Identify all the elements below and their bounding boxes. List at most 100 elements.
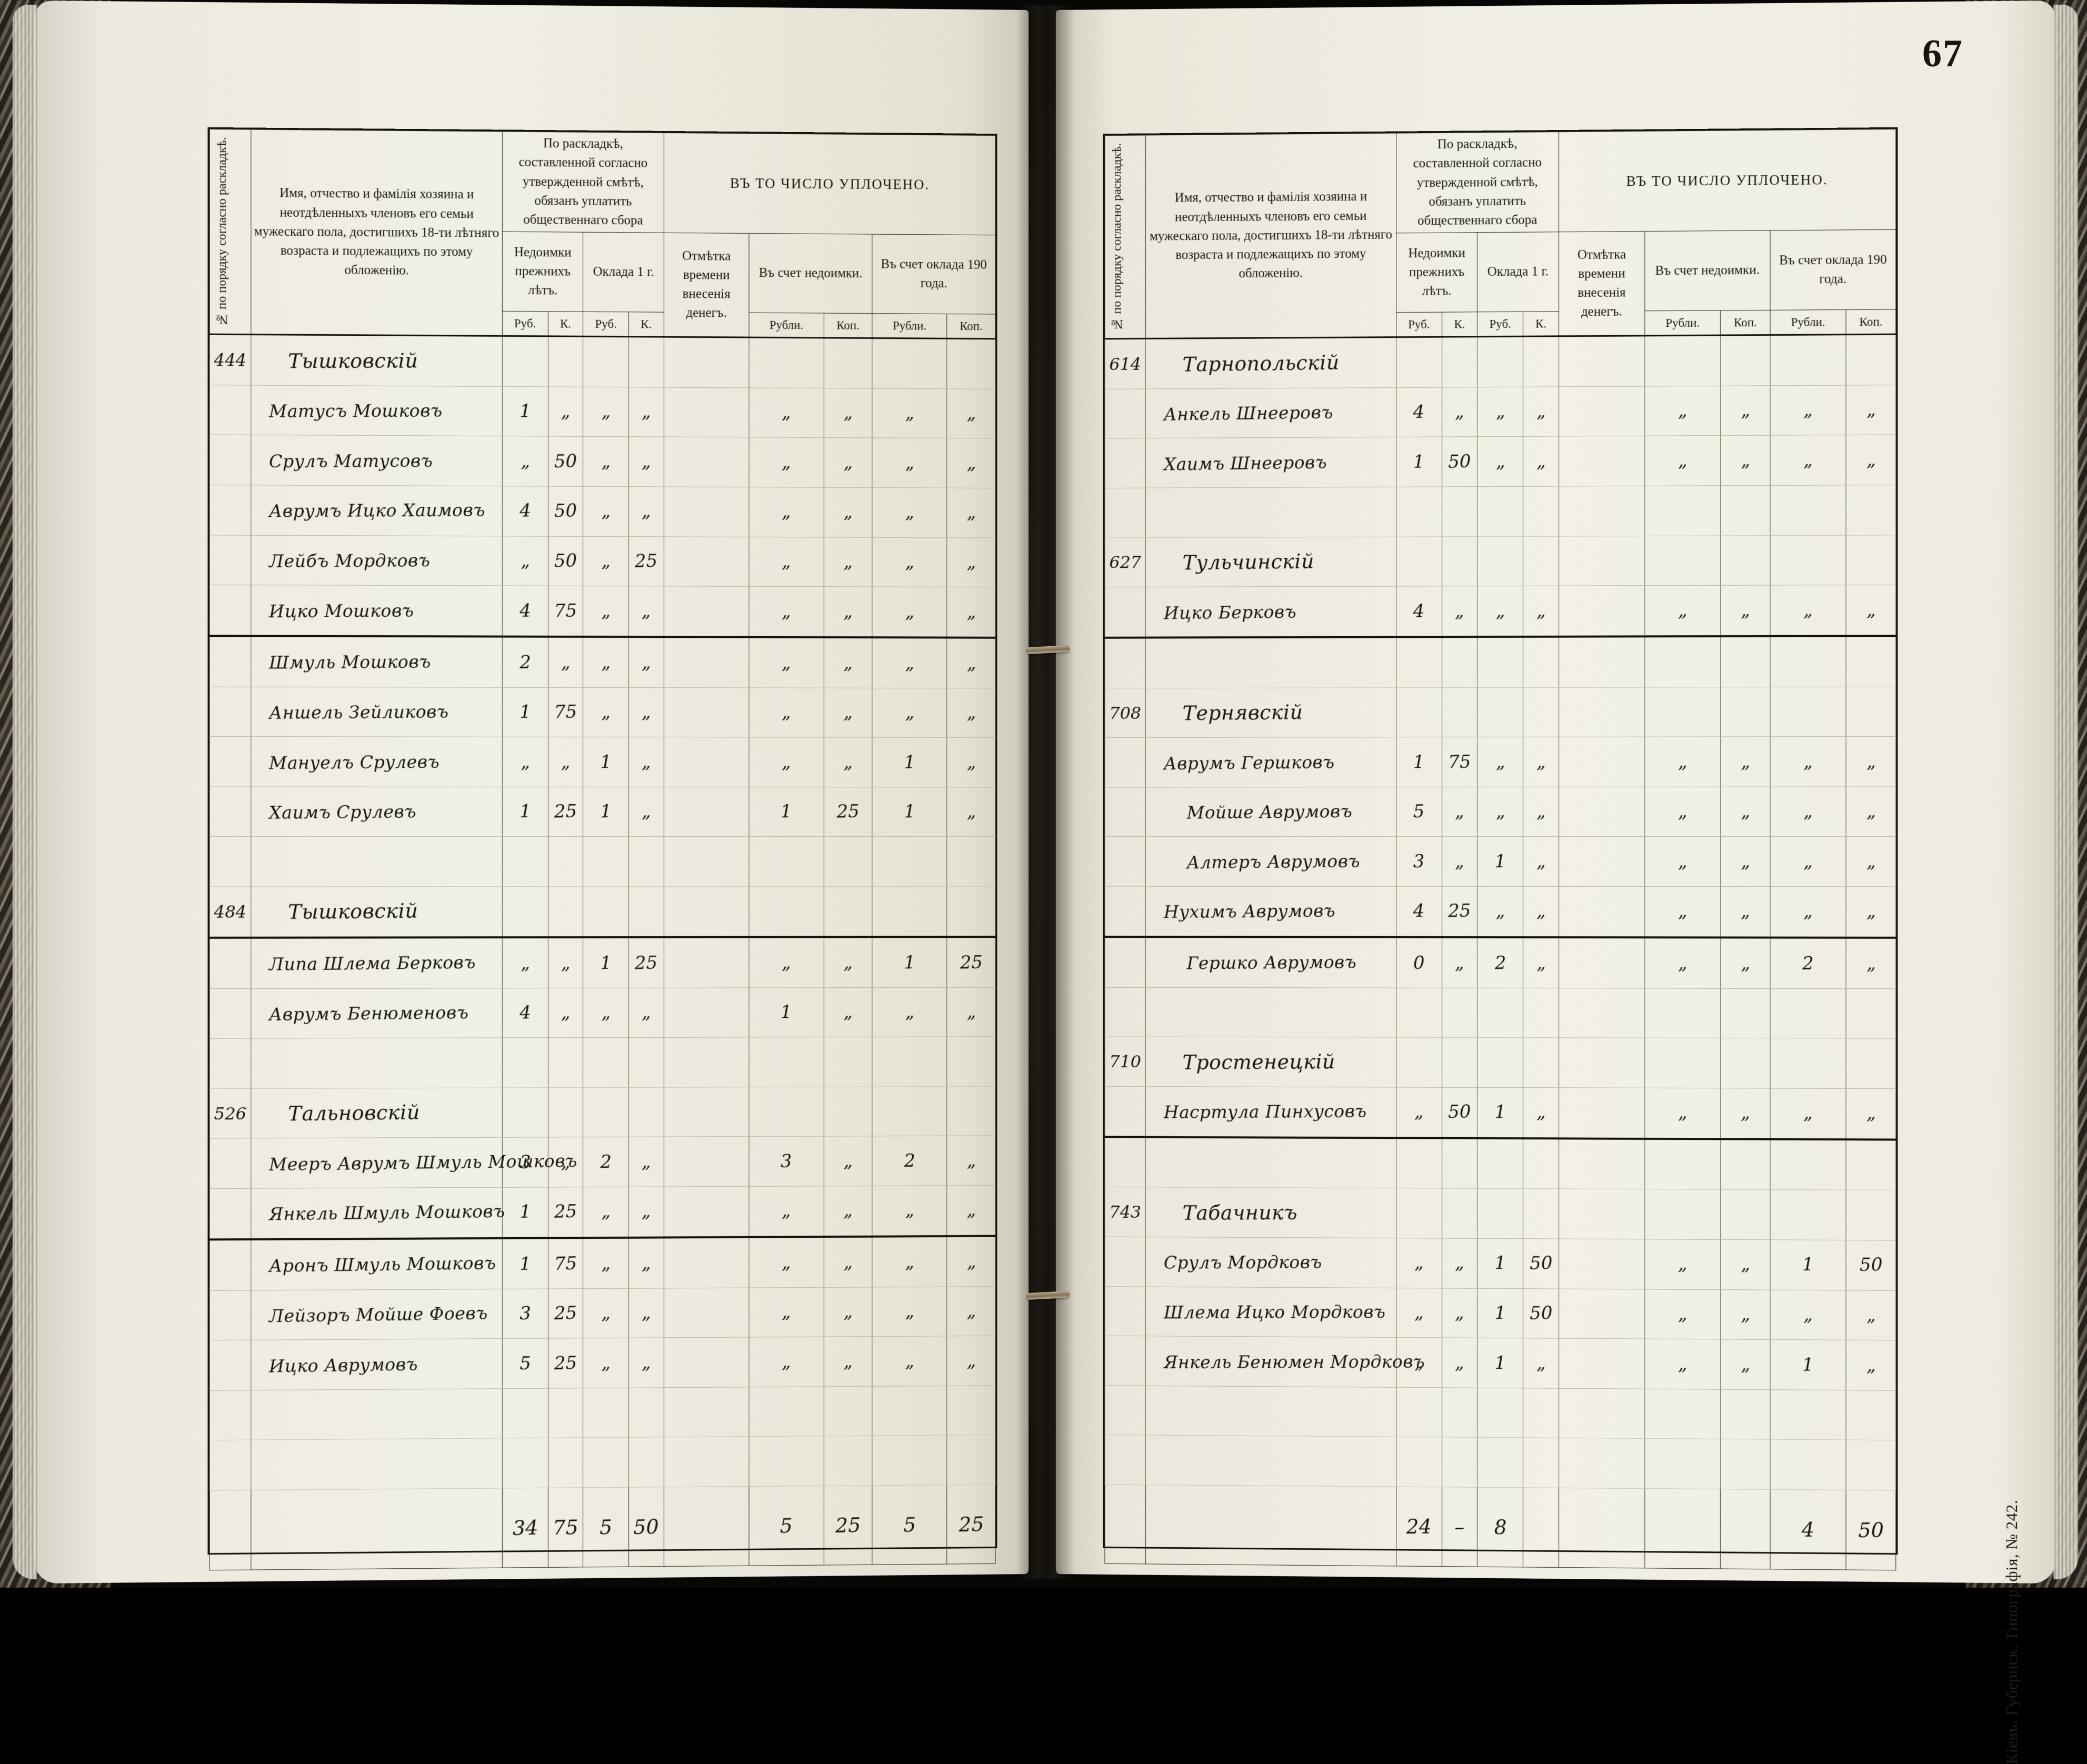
cell-date-mark — [664, 1287, 750, 1338]
cell-salary-rub: „ — [583, 1186, 629, 1238]
cell-paid-salary-kop: „ — [946, 1135, 996, 1186]
cell-arrears-kop: 75 — [547, 586, 584, 637]
cell-paid-arrears-kop — [1720, 1389, 1771, 1440]
cell-name: Аронъ Шмуль Мошковъ — [251, 1237, 503, 1291]
cell-paid-arrears-kop: „ — [1720, 1088, 1771, 1139]
cell-paid-salary-kop: „ — [1846, 836, 1896, 887]
cell-paid-salary-rub: „ — [1770, 786, 1846, 837]
cell-name: Шмуль Мошковъ — [251, 635, 503, 688]
cell-name: Срулъ Матусовъ — [251, 435, 503, 486]
th-unit-kop-1r: К. — [1442, 312, 1477, 337]
cell-paid-arrears-rub: „ — [1644, 736, 1721, 787]
cell-name: Хаимъ Шнееровъ — [1145, 436, 1396, 489]
cell-paid-salary-kop: „ — [1846, 1088, 1896, 1140]
cell-arrears-kop — [547, 336, 584, 387]
totals-paid-arrears-kop: 25 — [823, 1485, 873, 1566]
cell-arrears-kop — [547, 1087, 584, 1138]
cell-arrears-rub: 4 — [502, 988, 548, 1038]
cell-salary-kop — [1523, 1189, 1559, 1239]
cell-paid-salary-rub: „ — [872, 586, 947, 638]
cell-arrears-rub — [502, 1438, 548, 1489]
cell-name — [1145, 636, 1396, 689]
cell-paid-arrears-rub: „ — [748, 387, 824, 438]
cell-arrears-rub: 1 — [502, 787, 548, 837]
cell-paid-arrears-kop: „ — [823, 586, 873, 637]
cell-paid-salary-rub — [1770, 334, 1846, 386]
cell-name: Янкель Шмуль Мошковъ — [251, 1186, 503, 1240]
cell-date-mark — [1558, 386, 1645, 437]
cell-salary-rub: „ — [583, 687, 629, 738]
cell-index — [209, 585, 251, 636]
cell-paid-arrears-rub: „ — [748, 1336, 824, 1388]
cell-arrears-kop: „ — [547, 937, 584, 988]
cell-paid-salary-rub: „ — [872, 438, 947, 488]
cell-paid-arrears-rub — [1644, 1189, 1721, 1240]
cell-arrears-kop: „ — [547, 1137, 584, 1187]
cell-salary-kop: „ — [1523, 1338, 1559, 1388]
open-ledger-book: 67 Кіевъ. Губернск. Типографія, № 242. №… — [37, 5, 2053, 1579]
cell-salary-kop: „ — [628, 1288, 665, 1338]
cell-name: Мееръ Аврумъ Шмуль Мошковъ — [251, 1136, 503, 1189]
cell-paid-salary-rub — [1770, 1139, 1846, 1191]
table-row — [1105, 987, 1896, 1039]
cell-salary-rub: „ — [1477, 886, 1524, 938]
table-row: Лейбъ Мордковъ„50„25„„„„ — [209, 535, 995, 587]
cell-arrears-rub — [1396, 486, 1442, 537]
cell-paid-salary-rub: „ — [1770, 1289, 1846, 1340]
cell-paid-salary-kop — [1846, 334, 1896, 385]
cell-salary-rub: „ — [1477, 737, 1524, 787]
cell-salary-kop: „ — [628, 1137, 665, 1187]
cell-arrears-rub: 1 — [502, 1187, 548, 1238]
th-vs-salary: Въ счет оклада 190 года. — [872, 234, 995, 314]
ledger-table-left: № по порядку согласно раскладкѣ. Имя, от… — [209, 129, 996, 1570]
cell-paid-salary-kop — [946, 886, 996, 937]
cell-arrears-kop — [1442, 486, 1478, 537]
cell-salary-kop: „ — [1523, 836, 1559, 887]
cell-paid-arrears-kop: „ — [1720, 736, 1771, 787]
cell-date-mark — [1558, 1189, 1645, 1240]
cell-index: 627 — [1105, 537, 1146, 587]
cell-index — [209, 737, 251, 787]
cell-paid-arrears-kop: „ — [823, 1336, 873, 1387]
cell-salary-rub: „ — [1477, 436, 1524, 487]
cell-paid-arrears-kop: „ — [823, 1136, 873, 1186]
cell-paid-arrears-kop: „ — [1720, 786, 1771, 837]
th-unit-kop-2: К. — [628, 312, 664, 337]
th-index: № по порядку согласно раскладкѣ. — [209, 129, 251, 334]
cell-paid-salary-kop: „ — [946, 637, 996, 688]
cell-paid-salary-kop — [1846, 1440, 1896, 1490]
cell-date-mark — [664, 1436, 750, 1487]
cell-paid-salary-kop — [1846, 635, 1896, 687]
cell-salary-rub: „ — [583, 486, 629, 537]
cell-paid-salary-rub — [1770, 1389, 1846, 1440]
cell-paid-arrears-kop: „ — [823, 1236, 873, 1288]
th-unit-kop-3r: Коп. — [1721, 310, 1770, 335]
cell-salary-rub — [1477, 1188, 1524, 1239]
cell-salary-kop: 50 — [1523, 1288, 1559, 1338]
cell-paid-arrears-rub: „ — [748, 1236, 824, 1288]
cell-salary-kop: „ — [628, 586, 665, 637]
cell-date-mark — [664, 737, 750, 788]
cell-date-mark — [663, 886, 749, 938]
cell-paid-arrears-rub: „ — [748, 586, 824, 638]
cell-salary-kop — [1523, 1037, 1559, 1088]
cell-paid-arrears-kop — [823, 1037, 873, 1087]
totals-salary-kop: 50 — [628, 1487, 665, 1567]
th-salary: Оклада 1 г. — [583, 232, 664, 312]
cell-salary-kop: „ — [1523, 386, 1559, 437]
cell-paid-salary-rub — [872, 1385, 947, 1437]
cell-paid-arrears-rub: „ — [748, 1185, 824, 1237]
cell-paid-arrears-rub — [1644, 1138, 1721, 1190]
cell-arrears-kop: „ — [1442, 787, 1478, 837]
cell-paid-salary-kop: „ — [1846, 937, 1896, 989]
cell-paid-arrears-kop: „ — [823, 1186, 873, 1237]
cell-paid-arrears-rub: „ — [1644, 1087, 1721, 1139]
cell-paid-salary-kop — [1846, 485, 1896, 536]
cell-paid-salary-kop: „ — [946, 1185, 996, 1237]
cell-paid-salary-rub — [1770, 1189, 1846, 1240]
cell-salary-rub: 1 — [1477, 1338, 1524, 1388]
